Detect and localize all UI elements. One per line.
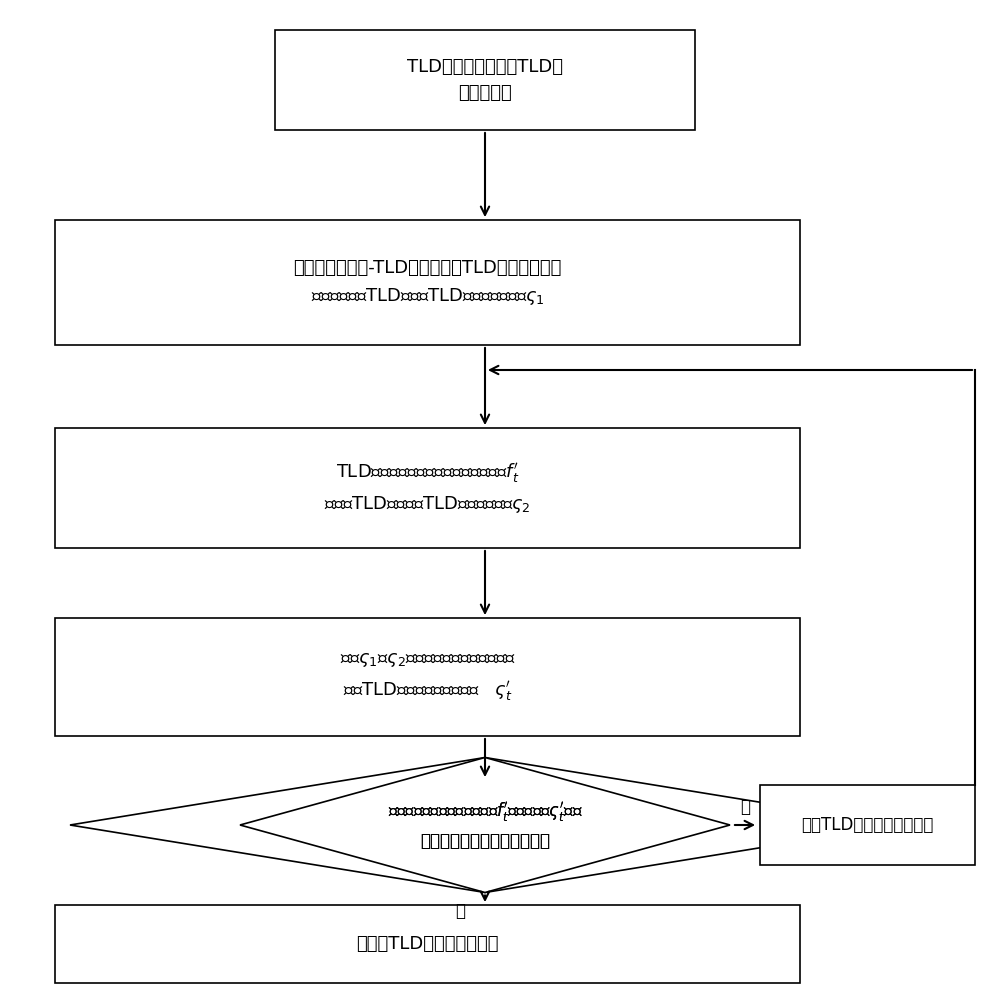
- Bar: [760, 785, 975, 865]
- Text: 是: 是: [455, 901, 465, 920]
- Bar: [55, 618, 800, 736]
- Text: 否: 否: [740, 798, 750, 816]
- Text: TLD初步设计，得到TLD初
步设计参数: TLD初步设计，得到TLD初 步设计参数: [407, 58, 563, 102]
- Text: 风荷作用下结构-TLD耦合系统的TLD阻尼比敏感性
分析，并拟合TLD响应与TLD阻尼比关系曲线$\varsigma_1$: 风荷作用下结构-TLD耦合系统的TLD阻尼比敏感性 分析，并拟合TLD响应与TL…: [293, 259, 562, 306]
- Bar: [55, 220, 800, 345]
- Text: 判断上述得到的液体晃荡频率$f_t'$和阻尼比值$\varsigma_t'$是否
使受控结构响应满足控制目标: 判断上述得到的液体晃荡频率$f_t'$和阻尼比值$\varsigma_t'$是否…: [388, 800, 582, 851]
- Bar: [55, 905, 800, 983]
- Text: TLD减振性能分析，得到液体晃荡频率$f_t'$
并拟合TLD阻尼比与TLD响应关系曲线$\varsigma_2$: TLD减振性能分析，得到液体晃荡频率$f_t'$ 并拟合TLD阻尼比与TLD响应…: [324, 461, 531, 515]
- Text: 获取到TLD的最终设计结果: 获取到TLD的最终设计结果: [356, 935, 499, 953]
- Text: 基于$\varsigma_1$和$\varsigma_2$得到不同重现期风荷载作用
下的TLD所能提供的阻尼比值   $\varsigma_t'$: 基于$\varsigma_1$和$\varsigma_2$得到不同重现期风荷载作…: [340, 651, 515, 702]
- Bar: [275, 30, 695, 130]
- Text: 判断上述得到的液体晃荡频率$f_t'$和阻尼比值$\varsigma_t'$是否
使受控结构响应满足控制目标: 判断上述得到的液体晃荡频率$f_t'$和阻尼比值$\varsigma_t'$是否…: [388, 800, 582, 851]
- Text: 针对TLD设计参数进行修改: 针对TLD设计参数进行修改: [801, 816, 934, 834]
- Bar: [55, 428, 800, 548]
- Polygon shape: [70, 758, 900, 892]
- Polygon shape: [240, 758, 730, 892]
